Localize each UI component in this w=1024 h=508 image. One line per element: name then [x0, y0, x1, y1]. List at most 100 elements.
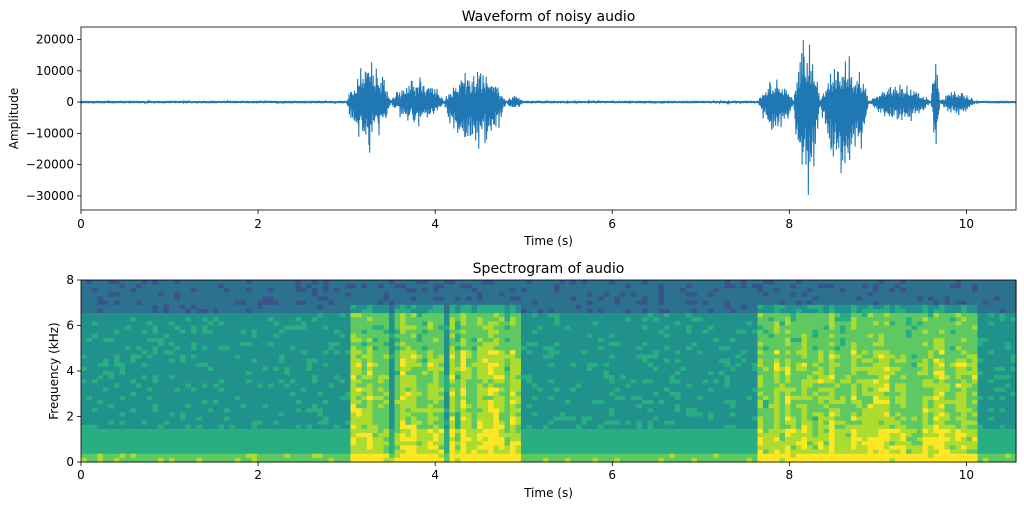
spectrogram-cell — [240, 375, 247, 380]
spectrogram-cell — [251, 304, 258, 310]
spectrogram-cell — [664, 358, 671, 364]
spectrogram-cell — [598, 437, 605, 442]
spectrogram-cell — [356, 371, 363, 376]
spectrogram-cell — [350, 445, 357, 451]
spectrogram-cell — [345, 329, 352, 335]
spectrogram-cell — [466, 321, 473, 327]
spectrogram-cell — [328, 453, 335, 459]
spectrogram-cell — [180, 428, 187, 434]
spectrogram-cell — [697, 350, 704, 356]
spectrogram-cell — [295, 358, 302, 364]
spectrogram-cell — [691, 395, 698, 401]
spectrogram-cell — [180, 399, 187, 405]
spectrogram-cell — [455, 354, 462, 360]
spectrogram-cell — [97, 333, 104, 339]
spectrogram-cell — [86, 346, 93, 351]
spectrogram-cell — [218, 399, 225, 405]
spectrogram-cell — [158, 350, 165, 356]
spectrogram-cell — [554, 313, 561, 318]
spectrogram-cell — [284, 362, 291, 368]
spectrogram-cell — [81, 416, 88, 422]
spectrogram-cell — [400, 296, 407, 302]
spectrogram-cell — [229, 300, 236, 306]
spectrogram-cell — [86, 437, 93, 442]
spectrogram-cell — [389, 354, 396, 360]
spectrogram-cell — [510, 391, 517, 397]
spectrogram-cell — [268, 346, 275, 351]
spectrogram-cell — [691, 288, 698, 294]
spectrogram-cell — [235, 379, 242, 385]
spectrogram-cell — [158, 346, 165, 351]
spectrogram-cell — [411, 371, 418, 376]
spectrogram-cell — [350, 416, 357, 422]
spectrogram-cell — [559, 395, 566, 401]
spectrogram-cell — [482, 300, 489, 306]
spectrogram-cell — [306, 387, 313, 393]
spectrogram-cell — [521, 304, 528, 310]
spectrogram-cell — [444, 342, 451, 347]
spectrogram-cell — [477, 412, 484, 418]
spectrogram-cell — [499, 449, 506, 455]
spectrogram-cell — [367, 296, 374, 302]
spectrogram-cell — [482, 280, 489, 285]
spectrogram-cell — [383, 288, 390, 294]
spectrogram-cell — [108, 358, 115, 364]
spectrogram-cell — [620, 292, 627, 298]
spectrogram-cell — [559, 292, 566, 298]
spectrogram-cell — [103, 321, 110, 327]
spectrogram-cell — [306, 424, 313, 430]
spectrogram-cell — [262, 362, 269, 368]
spectrogram-cell — [103, 453, 110, 459]
spectrogram-cell — [312, 408, 319, 413]
spectrogram-cell — [103, 358, 110, 364]
spectrogram-cell — [460, 300, 467, 306]
spectrogram-cell — [581, 424, 588, 430]
spectrogram-cell — [213, 449, 220, 455]
spectrogram-cell — [361, 383, 368, 389]
spectrogram-cell — [488, 424, 495, 430]
spectrogram-cell — [378, 404, 385, 409]
spectrogram-cell — [268, 321, 275, 327]
spectrogram-cell — [620, 457, 627, 463]
spectrogram-cell — [328, 387, 335, 393]
spectrogram-cell — [548, 449, 555, 455]
spectrogram-cell — [147, 404, 154, 409]
spectrogram-cell — [301, 280, 308, 285]
spectrogram-cell — [185, 437, 192, 442]
spectrogram-cell — [625, 449, 632, 455]
spectrogram-cell — [620, 288, 627, 294]
spectrogram-cell — [625, 354, 632, 360]
spectrogram-cell — [136, 292, 143, 298]
spectrogram-cell — [592, 441, 599, 447]
spectrogram-cell — [240, 321, 247, 327]
spectrogram-cell — [290, 300, 297, 306]
spectrogram-cell — [339, 453, 346, 459]
spectrogram-cell — [130, 329, 137, 335]
spectrogram-cell — [526, 387, 533, 393]
spectrogram-cell — [488, 321, 495, 327]
spectrogram-cell — [477, 441, 484, 447]
spectrogram-cell — [323, 300, 330, 306]
spectrogram-cell — [493, 387, 500, 393]
spectrogram-cell — [97, 433, 104, 438]
spectrogram-cell — [471, 416, 478, 422]
spectrogram-cell — [521, 408, 528, 413]
spectrogram-cell — [174, 284, 181, 289]
spectrogram-cell — [372, 383, 379, 389]
spectrogram-cell — [620, 437, 627, 442]
spectrogram-cell — [658, 284, 665, 289]
spectrogram-cell — [466, 325, 473, 331]
spectrogram-cell — [202, 371, 209, 376]
spectrogram-cell — [493, 342, 500, 347]
spectrogram-cell — [306, 457, 313, 463]
spectrogram-cell — [603, 308, 610, 314]
spectrogram-cell — [515, 375, 522, 380]
spectrogram-cell — [268, 441, 275, 447]
spectrogram-cell — [306, 308, 313, 314]
spectrogram-cell — [482, 424, 489, 430]
spectrogram-cell — [647, 387, 654, 393]
spectrogram-cell — [444, 420, 451, 426]
spectrogram-cell — [625, 387, 632, 393]
spectrogram-cell — [455, 408, 462, 413]
spectrogram-cell — [125, 292, 132, 298]
